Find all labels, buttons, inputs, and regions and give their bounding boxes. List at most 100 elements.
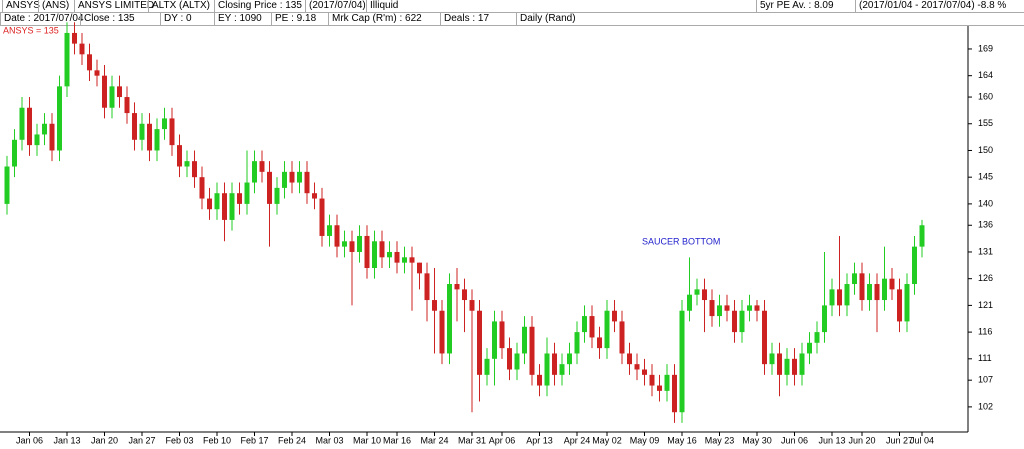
candle-body xyxy=(649,374,655,386)
y-tick-label: 126 xyxy=(978,273,993,283)
y-tick-label: 169 xyxy=(978,43,993,53)
candle-body xyxy=(439,310,445,354)
candle-body xyxy=(364,235,370,268)
candle-body xyxy=(844,284,850,306)
annotation: SAUCER BOTTOM xyxy=(642,236,720,246)
candle-body xyxy=(409,257,415,263)
x-tick-label: Mar 03 xyxy=(315,435,343,445)
x-tick-label: Feb 17 xyxy=(240,435,268,445)
candle-body xyxy=(904,284,910,322)
series-label: ANSYS = 135 xyxy=(3,25,59,35)
x-tick-label: Jun 27 xyxy=(886,435,913,445)
candle-body xyxy=(289,171,295,183)
candle-body xyxy=(94,70,100,76)
x-tick-label: Apr 24 xyxy=(564,435,591,445)
y-tick-label: 150 xyxy=(978,145,993,155)
x-tick-label: May 16 xyxy=(667,435,697,445)
candle-body xyxy=(394,251,400,263)
header-row: Date : 2017/07/04 Close : 135 DY : 0 EY : 1… xyxy=(0,13,1024,26)
x-tick-label: May 30 xyxy=(742,435,772,445)
candle-body xyxy=(777,353,782,375)
candle-body xyxy=(709,300,715,317)
candle-body xyxy=(762,310,767,365)
x-tick-label: Mar 24 xyxy=(420,435,448,445)
candle-body xyxy=(634,364,640,370)
candle-body xyxy=(514,353,520,370)
header-cell: Close : 135 xyxy=(80,13,135,25)
candle-body xyxy=(724,305,730,311)
header-cell: (ANS) xyxy=(38,0,69,12)
candle-body xyxy=(334,225,340,247)
candle-body xyxy=(417,262,422,274)
header-cell: (2017/07/04) xyxy=(305,0,366,12)
candle-body xyxy=(222,193,227,220)
candle-body xyxy=(897,289,902,322)
candle-body xyxy=(597,337,602,349)
candle-body xyxy=(57,86,62,151)
candle-body xyxy=(432,300,437,311)
x-tick-label: Jun 06 xyxy=(781,435,808,445)
candle-body xyxy=(237,193,242,204)
candle-body xyxy=(814,332,820,343)
candle-body xyxy=(589,316,595,338)
header-cell: (2017/01/04 - 2017/07/04) -8.8 % xyxy=(855,0,1006,12)
x-tick-label: Feb 24 xyxy=(278,435,306,445)
header-cell: 5yr PE Av. : 8.09 xyxy=(756,0,834,12)
x-tick-label: Mar 31 xyxy=(458,435,486,445)
candle-body xyxy=(79,43,85,55)
candle-body xyxy=(717,305,722,317)
y-tick-label: 164 xyxy=(978,70,993,80)
candle-body xyxy=(627,353,632,365)
candle-body xyxy=(379,241,385,258)
candle-body xyxy=(139,123,145,140)
candle-body xyxy=(499,321,505,349)
y-tick-label: 121 xyxy=(978,300,993,310)
header-cell: Illiquid xyxy=(366,0,398,12)
candle-body xyxy=(102,75,107,108)
header-cell: ALTX (ALTX) xyxy=(148,0,210,12)
candle-body xyxy=(349,241,355,252)
x-tick-label: Mar 16 xyxy=(383,435,411,445)
candle-body xyxy=(64,32,70,87)
candle-body xyxy=(792,358,797,375)
candle-body xyxy=(372,241,377,268)
candle-body xyxy=(259,161,265,172)
candle-body xyxy=(267,171,272,204)
x-tick-label: May 23 xyxy=(705,435,735,445)
candle-body xyxy=(147,123,152,151)
candle-body xyxy=(312,193,317,199)
candle-body xyxy=(304,171,310,194)
candle-body xyxy=(574,332,580,354)
candle-body xyxy=(484,358,490,375)
x-tick-label: Jun 13 xyxy=(818,435,845,445)
x-tick-label: Jan 13 xyxy=(53,435,80,445)
candle-body xyxy=(154,129,160,151)
candle-body xyxy=(837,289,842,306)
candle-body xyxy=(342,241,347,247)
candle-body xyxy=(12,139,17,167)
candle-body xyxy=(604,310,610,349)
candle-body xyxy=(117,86,122,98)
candle-body xyxy=(619,321,625,354)
candle-body xyxy=(109,86,115,108)
candle-body xyxy=(807,342,812,354)
candle-body xyxy=(522,326,527,354)
x-tick-label: Feb 10 xyxy=(203,435,231,445)
header-cell: Deals : 17 xyxy=(440,13,489,25)
candle-body xyxy=(852,273,857,285)
candle-body xyxy=(252,161,257,183)
candle-body xyxy=(402,257,407,263)
x-tick-label: Apr 13 xyxy=(526,435,553,445)
x-tick-label: May 09 xyxy=(630,435,660,445)
candle-body xyxy=(612,310,617,322)
candle-body xyxy=(447,284,452,354)
y-tick-label: 160 xyxy=(978,91,993,101)
candle-body xyxy=(769,353,775,365)
x-tick-label: Jun 20 xyxy=(848,435,875,445)
candle-body xyxy=(4,166,10,204)
candle-body xyxy=(687,294,692,311)
header-cell: Mrk Cap (R'm) : 622 xyxy=(328,13,422,25)
candle-body xyxy=(477,310,482,375)
y-tick-label: 145 xyxy=(978,172,993,182)
